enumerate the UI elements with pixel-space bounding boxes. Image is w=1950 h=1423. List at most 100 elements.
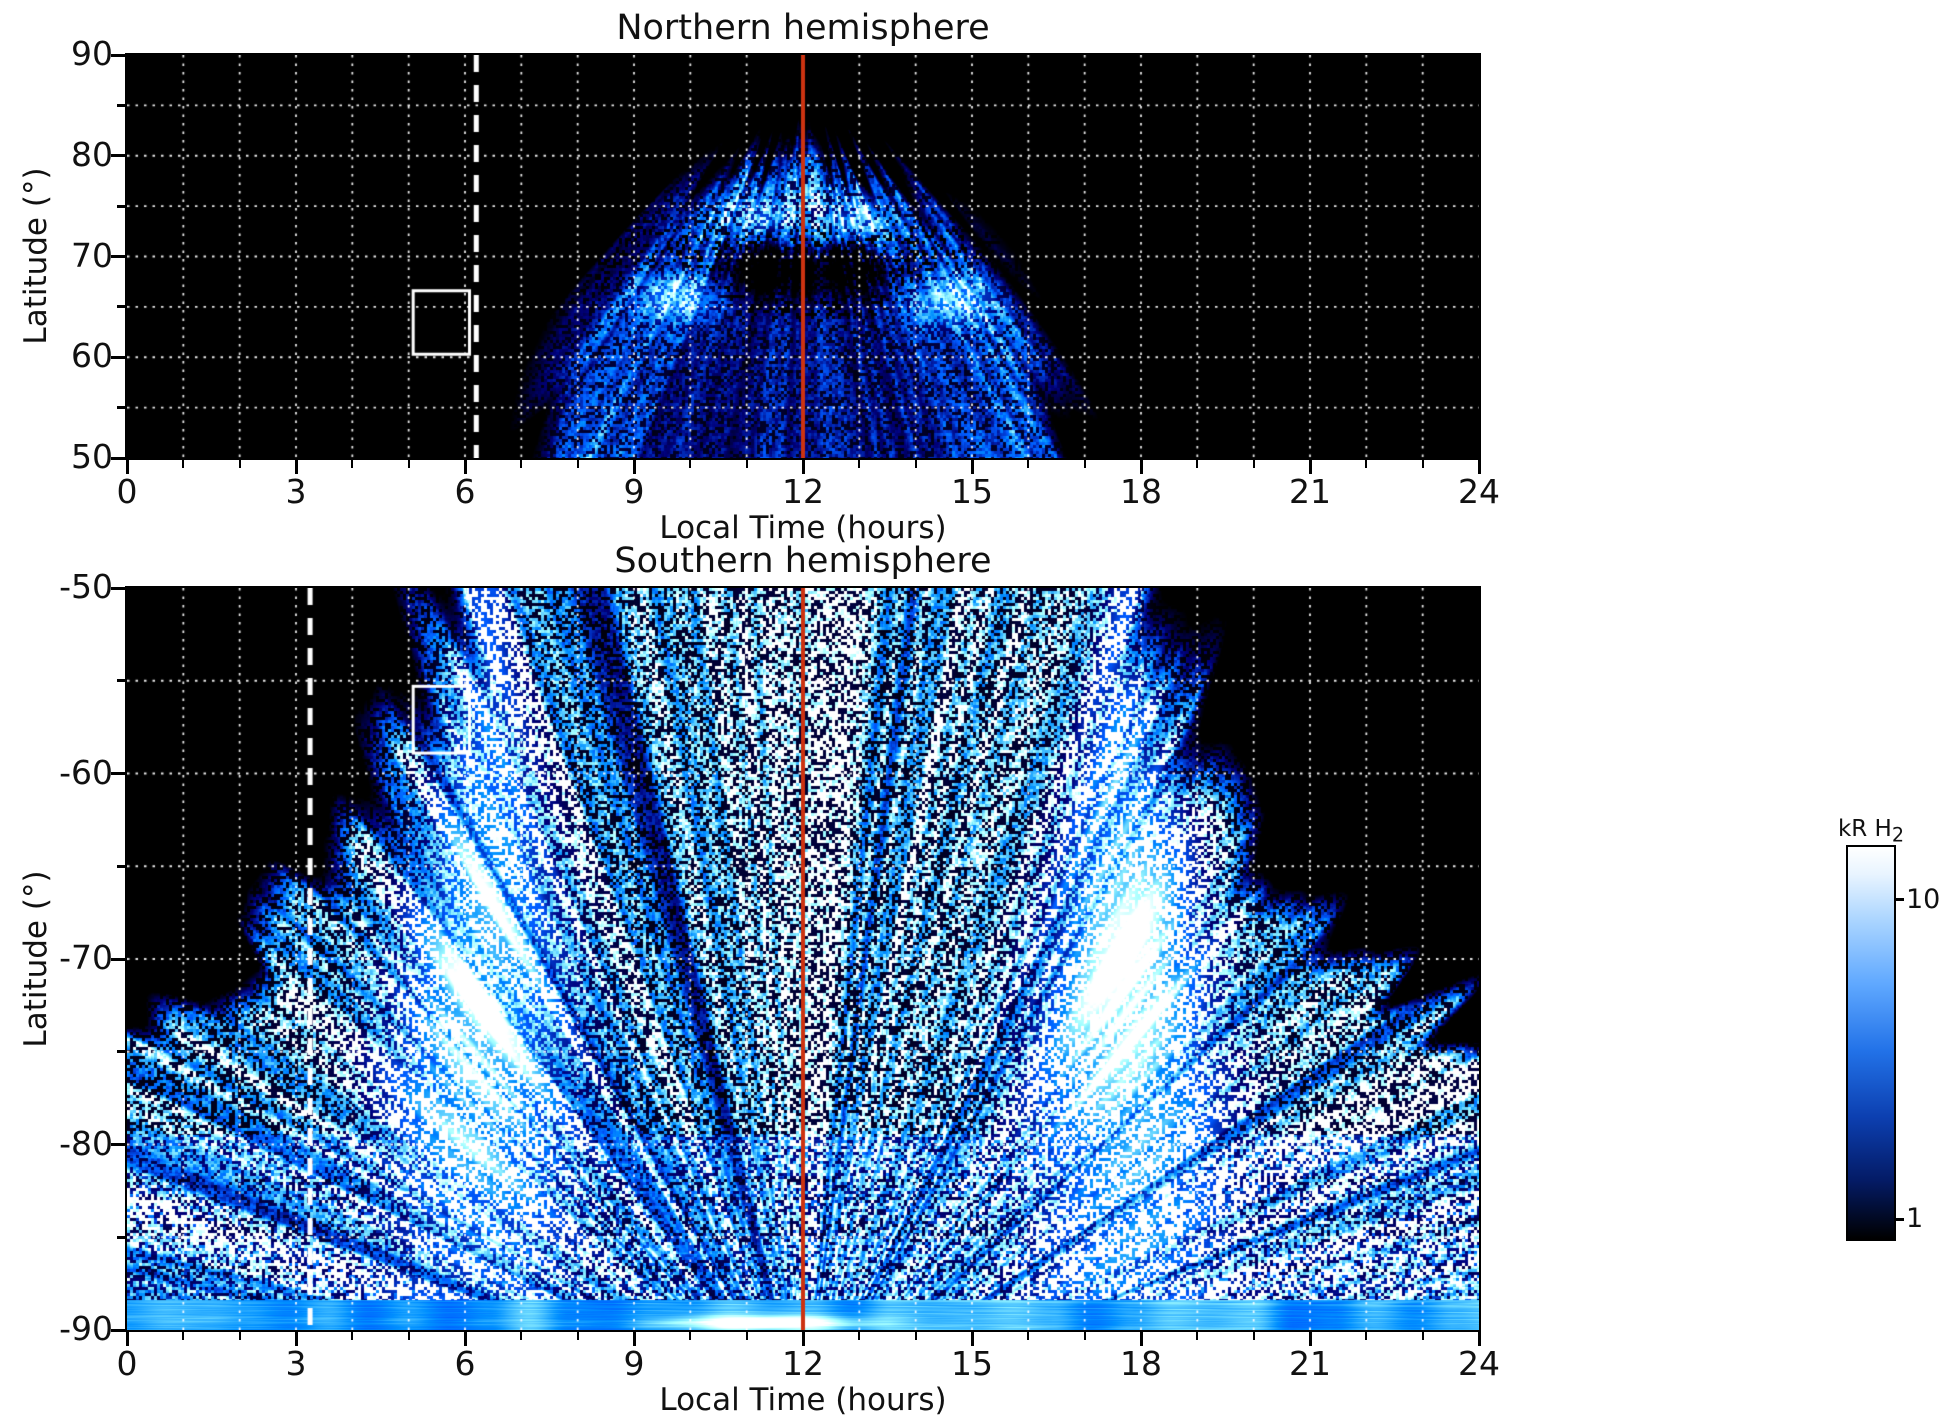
north-title: Northern hemisphere	[616, 8, 990, 48]
north-x-tick-mark	[1308, 460, 1312, 474]
colorbar-tick-mark	[1894, 898, 1904, 902]
south-y-tick-mark	[111, 1143, 125, 1146]
south-x-minor-tick-mark	[745, 1332, 748, 1340]
south-y-minor-tick-mark	[117, 864, 125, 868]
north-x-tick-mark	[463, 460, 467, 474]
south-x-tick-label: 12	[782, 1344, 824, 1383]
south-x-minor-tick-mark	[689, 1332, 692, 1340]
north-x-minor-tick-mark	[520, 460, 523, 468]
south-x-axis-label: Local Time (hours)	[659, 1382, 947, 1418]
south-x-tick-mark	[970, 1332, 974, 1346]
north-y-tick-label: 80	[71, 134, 113, 174]
north-y-minor-tick-mark	[117, 406, 125, 410]
north-y-tick-label: 60	[71, 336, 113, 376]
north-x-minor-tick-mark	[351, 460, 354, 468]
north-x-tick-mark	[632, 460, 636, 474]
south-x-tick-label: 15	[951, 1344, 993, 1383]
north-x-minor-tick-mark	[1421, 460, 1424, 468]
south-y-tick-label: -70	[59, 938, 113, 977]
south-y-minor-tick-mark	[117, 1235, 125, 1239]
south-x-tick-mark	[801, 1332, 805, 1346]
north-x-tick-label: 21	[1289, 472, 1331, 511]
north-y-tick-label: 90	[71, 34, 113, 73]
south-x-tick-mark	[125, 1332, 129, 1346]
south-x-minor-tick-mark	[576, 1332, 579, 1340]
colorbar-tick-mark	[1894, 1217, 1904, 1221]
south-x-tick-label: 24	[1458, 1344, 1500, 1383]
north-x-minor-tick-mark	[914, 460, 917, 468]
south-heatmap	[127, 588, 1479, 1330]
south-y-tick-label: -90	[59, 1309, 113, 1348]
south-x-minor-tick-mark	[238, 1332, 241, 1340]
north-x-tick-label: 24	[1458, 472, 1500, 511]
south-x-tick-mark	[294, 1332, 298, 1346]
colorbar-title: kR H2	[1796, 816, 1946, 847]
north-x-minor-tick-mark	[689, 460, 692, 468]
north-x-minor-tick-mark	[238, 460, 241, 468]
north-x-tick-mark	[1139, 460, 1143, 474]
south-x-minor-tick-mark	[182, 1332, 185, 1340]
south-y-tick-label: -80	[59, 1123, 113, 1163]
north-x-tick-label: 12	[782, 472, 824, 511]
north-x-tick-mark	[970, 460, 974, 474]
north-x-tick-mark	[801, 460, 805, 474]
south-y-minor-tick-mark	[117, 679, 125, 683]
north-y-tick-label: 50	[71, 437, 113, 476]
south-x-tick-label: 9	[623, 1344, 645, 1383]
south-x-minor-tick-mark	[1421, 1332, 1424, 1340]
south-x-tick-label: 18	[1120, 1344, 1162, 1383]
south-plot-frame	[125, 586, 1481, 1332]
north-x-minor-tick-mark	[407, 460, 410, 468]
colorbar-tick-label: 10	[1906, 883, 1941, 915]
north-x-tick-mark	[294, 460, 298, 474]
north-x-tick-label: 15	[951, 472, 993, 511]
north-x-minor-tick-mark	[745, 460, 748, 468]
north-y-minor-tick-mark	[117, 103, 125, 107]
colorbar-unit: kR H	[1837, 816, 1892, 842]
north-x-minor-tick-mark	[858, 460, 861, 468]
colorbar	[1846, 845, 1896, 1241]
north-y-tick-mark	[111, 456, 125, 460]
south-x-minor-tick-mark	[351, 1332, 354, 1340]
north-x-minor-tick-mark	[1027, 460, 1030, 468]
north-x-minor-tick-mark	[1083, 460, 1086, 468]
north-plot-frame	[125, 53, 1481, 460]
south-y-tick-mark	[111, 1328, 125, 1332]
north-x-tick-mark	[125, 460, 129, 474]
north-y-tick-mark	[111, 53, 125, 57]
south-y-tick-label: -60	[59, 752, 113, 792]
south-x-minor-tick-mark	[914, 1332, 917, 1340]
south-x-tick-mark	[1308, 1332, 1312, 1346]
south-x-minor-tick-mark	[407, 1332, 410, 1340]
colorbar-tick-label: 1	[1906, 1203, 1924, 1235]
south-x-minor-tick-mark	[520, 1332, 523, 1340]
south-x-tick-label: 0	[116, 1344, 138, 1383]
south-y-tick-mark	[111, 586, 125, 590]
north-y-tick-mark	[111, 154, 125, 158]
north-x-minor-tick-mark	[182, 460, 185, 468]
south-x-minor-tick-mark	[858, 1332, 861, 1340]
south-x-tick-label: 3	[285, 1344, 307, 1383]
south-x-tick-label: 6	[454, 1344, 476, 1383]
south-x-tick-mark	[632, 1332, 636, 1346]
south-x-minor-tick-mark	[1027, 1332, 1030, 1340]
south-y-tick-mark	[111, 957, 125, 961]
north-x-minor-tick-mark	[1252, 460, 1255, 468]
south-y-minor-tick-mark	[117, 1050, 125, 1054]
colorbar-unit-sub: 2	[1891, 823, 1905, 847]
south-x-tick-mark	[1139, 1332, 1143, 1346]
north-x-tick-label: 3	[285, 472, 307, 511]
south-x-minor-tick-mark	[1196, 1332, 1199, 1340]
north-x-tick-label: 0	[116, 472, 138, 511]
north-y-tick-mark	[111, 355, 125, 359]
north-heatmap	[127, 55, 1479, 458]
north-y-minor-tick-mark	[117, 204, 125, 208]
south-x-minor-tick-mark	[1252, 1332, 1255, 1340]
south-x-minor-tick-mark	[1365, 1332, 1368, 1340]
north-x-minor-tick-mark	[1365, 460, 1368, 468]
south-x-tick-mark	[463, 1332, 467, 1346]
north-x-minor-tick-mark	[576, 460, 579, 468]
south-x-tick-label: 21	[1289, 1344, 1331, 1383]
south-title: Southern hemisphere	[614, 541, 992, 581]
south-y-tick-label: -50	[59, 567, 113, 606]
